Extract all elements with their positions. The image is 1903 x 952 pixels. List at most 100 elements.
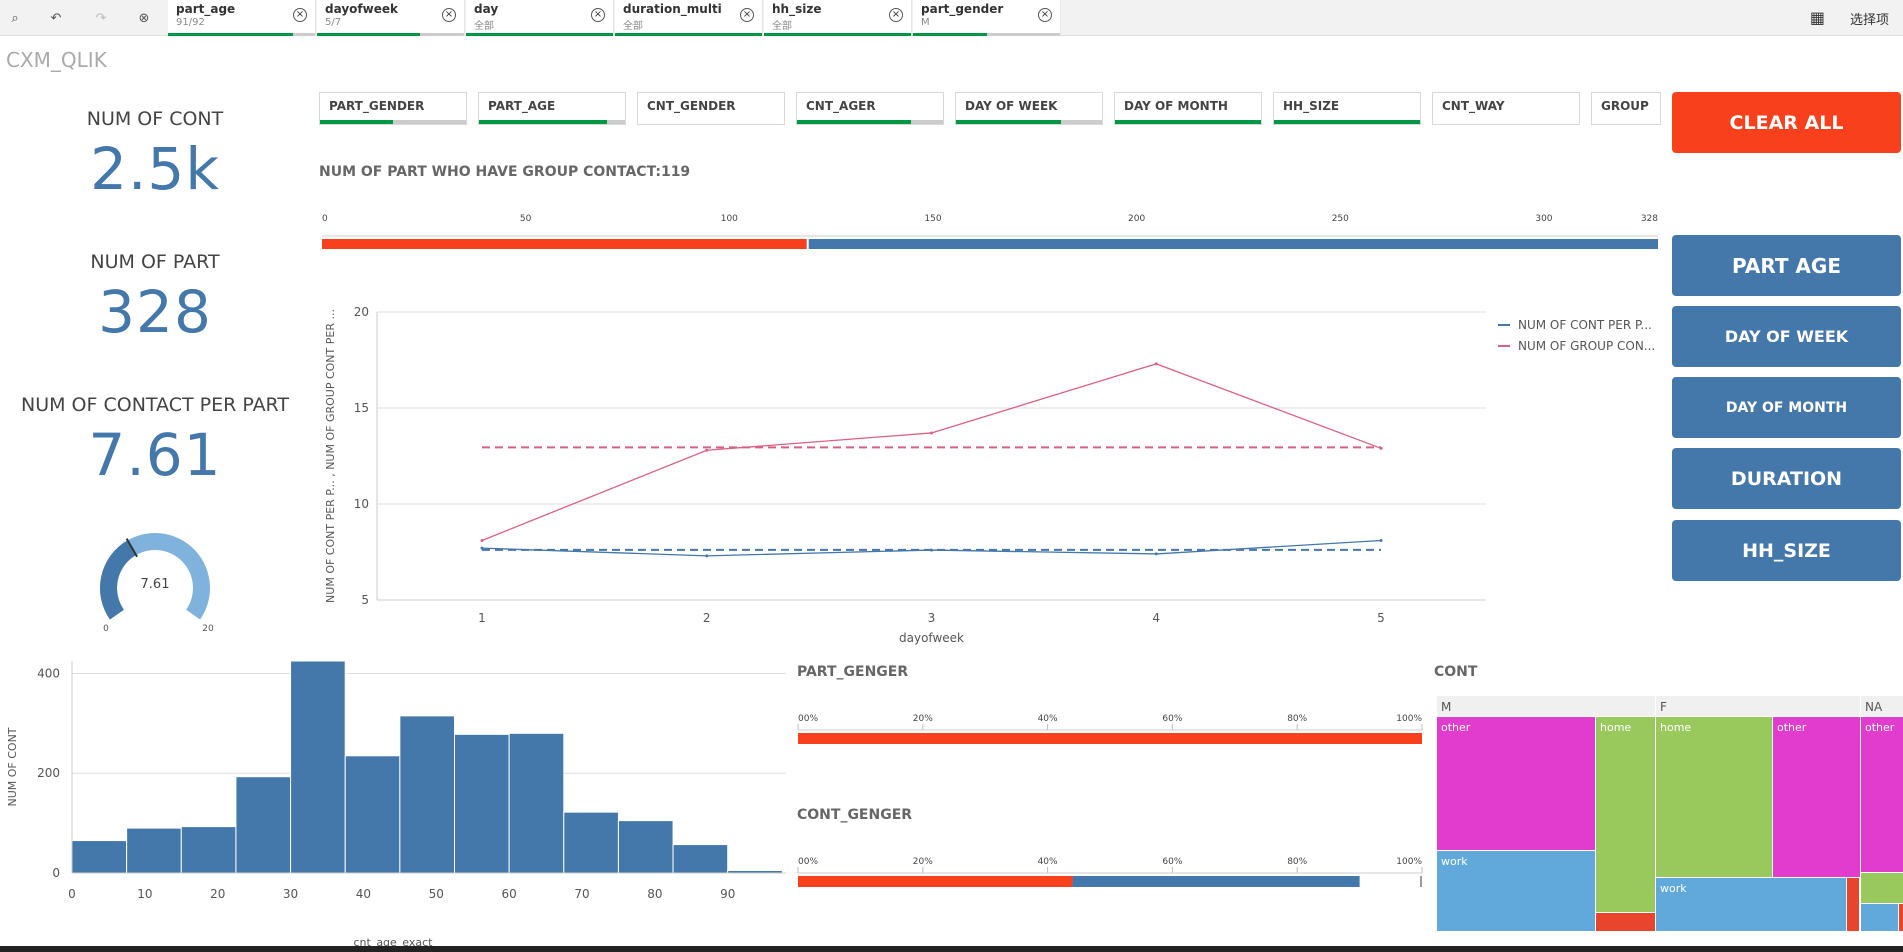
treemap-cell-minor[interactable] [1899,904,1903,931]
histogram-bar[interactable] [672,844,729,874]
legend-entry: NUM OF CONT PER P... [1518,318,1652,332]
selection-chip-hh_size[interactable]: hh_size 全部 × [764,0,912,36]
step-back-icon[interactable]: ↶ [50,10,62,26]
nav-button-duration[interactable]: DURATION [1672,448,1901,509]
histogram-bar[interactable] [399,715,456,874]
bar-segment-m[interactable] [1072,876,1360,887]
data-point[interactable] [480,546,484,550]
histogram-bar[interactable] [344,755,401,874]
cont-treemap-title: CONT [1434,664,1478,680]
histogram-bar[interactable] [617,820,674,874]
histogram-bar[interactable] [180,826,237,874]
part-gender-bar-chart[interactable]: 00% 20% 40% 60% 80% 100% [796,710,1426,750]
tick-label: 300 [1535,214,1552,224]
selection-chip-part_gender[interactable]: part_gender M × [913,0,1061,36]
histogram-bar[interactable] [508,732,565,874]
histogram-bar[interactable] [454,733,510,874]
nav-button-day-of-week[interactable]: DAY OF WEEK [1672,306,1901,367]
selection-chip-part_age[interactable]: part_age 91/92 × [168,0,316,36]
age-histogram[interactable]: 0 200 400 0 10 20 30 40 50 60 70 80 90 cnt_age_exact N… [0,656,790,952]
data-point[interactable] [930,431,933,435]
remove-selection-icon[interactable]: × [1038,8,1052,22]
dayofweek-line-chart[interactable]: 5 10 15 20 1 2 3 4 5 dayofweek NUM OF CONT PER P..… [318,300,1660,652]
treemap-cell-minor[interactable] [1596,913,1655,931]
treemap-cell-minor[interactable] [1861,873,1903,903]
bar-segment-f[interactable] [798,733,1422,744]
filter-pane-group[interactable]: GROUP [1591,92,1661,125]
treemap-group-header[interactable] [1656,696,1860,716]
remove-selection-icon[interactable]: × [740,8,754,22]
filter-pane-hh-size[interactable]: HH_SIZE [1273,92,1421,125]
data-point[interactable] [1379,446,1383,450]
treemap-cell-other[interactable] [1861,717,1903,872]
bar-segment-f[interactable] [798,876,1073,887]
treemap-cell-other[interactable] [1773,717,1860,877]
treemap-cell-home[interactable] [1596,717,1655,912]
series-line[interactable] [481,363,1382,542]
remove-selection-icon[interactable]: × [591,8,605,22]
total-part-bar[interactable] [808,239,1658,249]
data-point[interactable] [1379,538,1383,542]
bar-segment-na[interactable] [1420,876,1422,887]
selections-grid-icon[interactable]: ▦ [1809,8,1825,27]
remove-selection-icon[interactable]: × [293,8,307,22]
smart-search-icon[interactable]: ⌕ [11,10,19,26]
filter-pane-label: PART_GENDER [329,99,425,113]
treemap-cell-minor[interactable] [1861,904,1898,931]
filter-pane-label: PART_AGE [488,99,556,113]
tick-label: 100% [1396,714,1422,724]
remove-selection-icon[interactable]: × [889,8,903,22]
data-point[interactable] [1154,552,1158,556]
nav-button-day-of-month[interactable]: DAY OF MONTH [1672,377,1901,438]
group-contact-bar[interactable] [322,239,807,249]
remove-selection-icon[interactable]: × [442,8,456,22]
legend-entry: NUM OF GROUP CON... [1518,339,1655,353]
histogram-bar[interactable] [126,827,182,874]
selection-chip-day[interactable]: day 全部 × [466,0,614,36]
histogram-bar[interactable] [563,811,619,874]
treemap-group-header[interactable] [1437,696,1655,716]
nav-button-hh-size[interactable]: HH_SIZE [1672,520,1901,581]
treemap-cell-label: work [1441,855,1468,868]
histogram-bar[interactable] [290,660,346,874]
data-point[interactable] [930,548,933,552]
clear-selections-icon[interactable]: ⊗ [138,10,150,26]
y-tick-label: 0 [52,866,60,880]
series-line[interactable] [481,539,1382,557]
treemap-cell-work[interactable] [1656,878,1846,931]
selections-tool-label[interactable]: 选择项 [1849,13,1889,28]
data-point[interactable] [1154,362,1158,366]
filter-pane-cnt-ager[interactable]: CNT_AGER [796,92,944,125]
treemap-cell-minor[interactable] [1847,878,1859,931]
treemap-cell-home[interactable] [1656,717,1772,877]
filter-pane-part-age[interactable]: PART_AGE [478,92,626,125]
step-forward-icon[interactable]: ↷ [95,10,107,26]
filter-pane-day-of-month[interactable]: DAY OF MONTH [1114,92,1262,125]
clear-all-button[interactable]: CLEAR ALL [1672,92,1901,153]
data-point[interactable] [705,448,709,452]
treemap-cell-work[interactable] [1437,851,1595,931]
treemap-group-header[interactable] [1861,696,1903,716]
data-point[interactable] [480,538,484,542]
tick-label: 00% [798,857,818,867]
filter-pane-label: HH_SIZE [1283,99,1340,113]
treemap-cell-other[interactable] [1437,717,1595,850]
filter-pane-part-gender[interactable]: PART_GENDER [319,92,467,125]
tick-label: 200 [1128,214,1145,224]
cont-gender-bar-chart[interactable]: 00% 20% 40% 60% 80% 100% [796,853,1426,893]
selection-chip-duration_multi[interactable]: duration_multi 全部 × [615,0,763,36]
selection-chip-dayofweek[interactable]: dayofweek 5/7 × [317,0,465,36]
data-point[interactable] [705,554,709,558]
treemap-group-label: M [1441,700,1451,714]
filter-state-bar [797,120,943,124]
filter-pane-cnt-way[interactable]: CNT_WAY [1432,92,1580,125]
nav-button-part-age[interactable]: PART AGE [1672,235,1901,296]
filter-pane-cnt-gender[interactable]: CNT_GENDER [637,92,785,125]
histogram-bar[interactable] [235,776,292,874]
cont-treemap[interactable]: M F NA other home work home other work other [1437,696,1903,936]
filter-pane-label: GROUP [1601,99,1649,113]
histogram-bar[interactable] [71,840,128,874]
filter-pane-label: DAY OF WEEK [965,99,1058,113]
filter-pane-day-of-week[interactable]: DAY OF WEEK [955,92,1103,125]
group-contact-bar-chart[interactable]: 0 50 100 150 200 250 300 328 [318,208,1660,253]
